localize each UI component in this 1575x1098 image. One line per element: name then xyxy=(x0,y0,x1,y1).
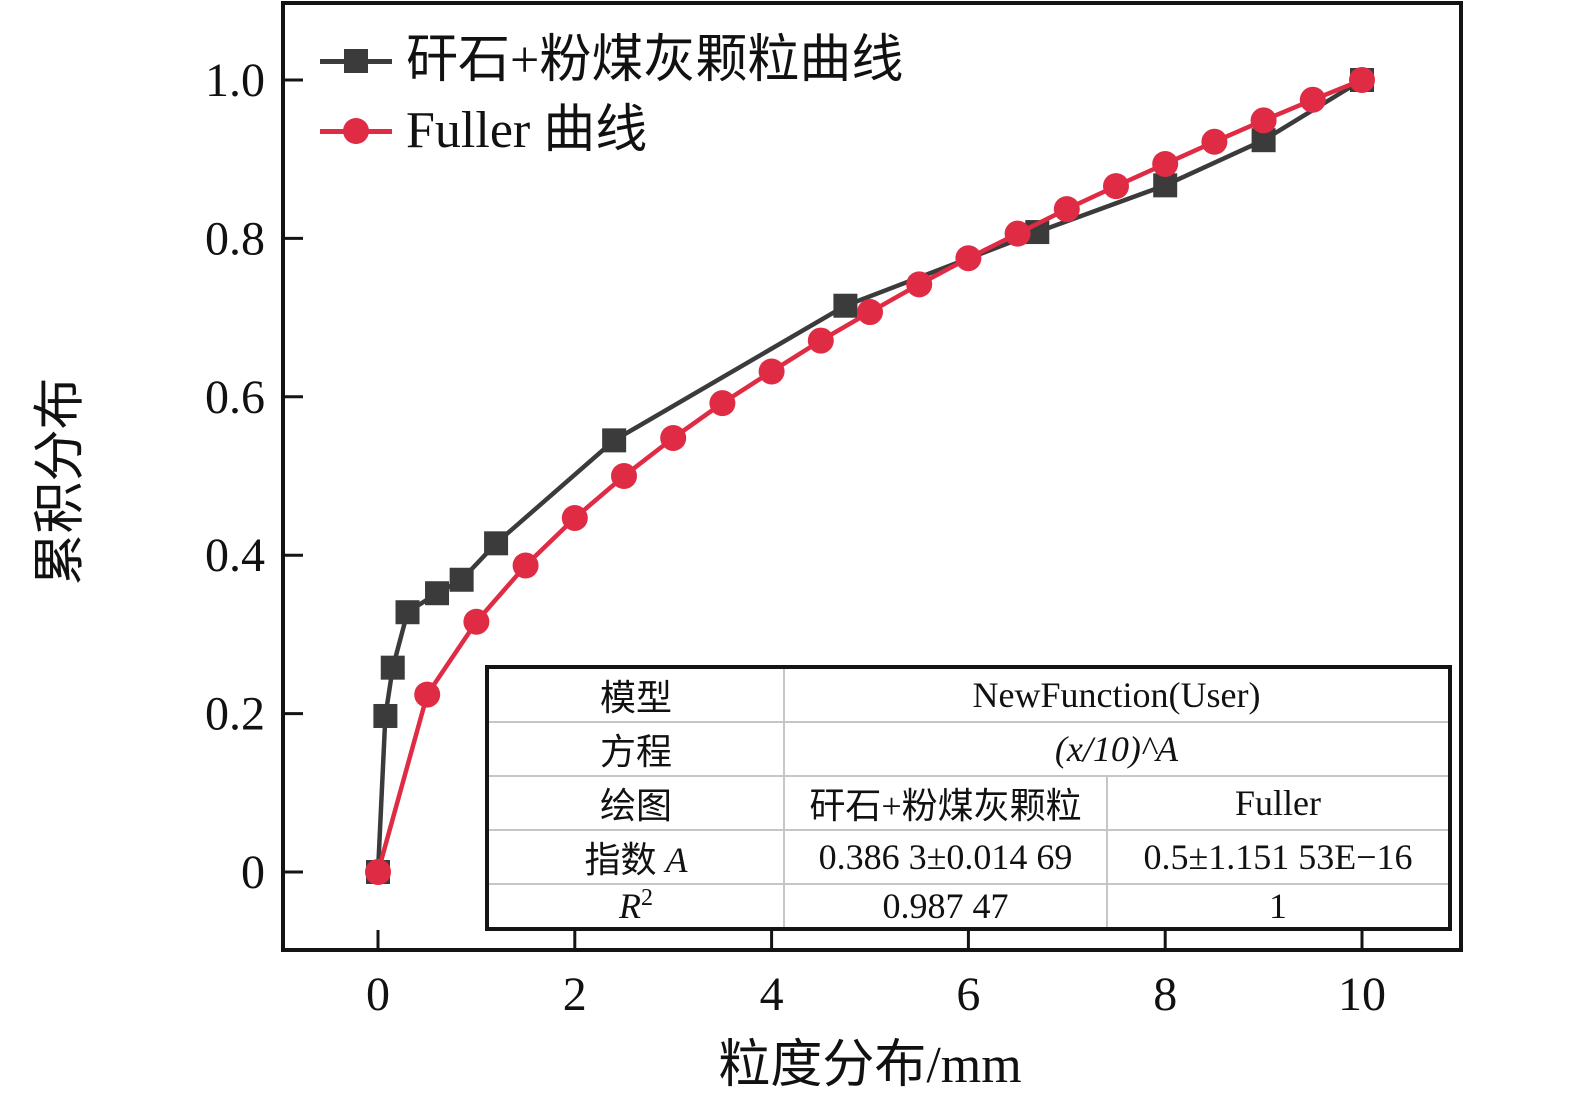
table-row-r2: R2 0.987 47 1 xyxy=(486,883,1451,930)
circle-marker-icon xyxy=(758,358,785,385)
circle-marker-icon xyxy=(660,424,687,451)
x-tick-label: 2 xyxy=(563,968,587,1021)
y-tick-label: 0.2 xyxy=(205,688,265,741)
circle-marker-icon xyxy=(1250,107,1277,134)
model-label: 模型 xyxy=(486,666,785,723)
circle-marker-icon xyxy=(611,463,637,489)
x-tick-label: 6 xyxy=(956,968,980,1021)
circle-marker-icon xyxy=(414,681,441,708)
equation-value: (x/10)^A xyxy=(783,721,1451,777)
circle-marker-icon xyxy=(906,271,933,298)
y-tick-label: 0.6 xyxy=(205,371,265,424)
circle-marker-icon xyxy=(1299,86,1326,113)
x-axis-title: 粒度分布/mm xyxy=(718,1037,1022,1094)
circle-marker-icon xyxy=(955,245,982,272)
circle-marker-icon xyxy=(857,299,883,326)
legend-sample-gangue xyxy=(320,46,392,76)
circle-marker-icon xyxy=(1201,128,1228,155)
circle-marker-icon xyxy=(561,504,588,531)
x-tick-label: 8 xyxy=(1153,968,1177,1021)
table-row-exponent: 指数 A 0.386 3±0.014 69 0.5±1.151 53E−16 xyxy=(486,829,1451,885)
circle-marker-icon xyxy=(463,608,490,635)
plot-label: 绘图 xyxy=(486,775,785,831)
circle-marker-icon xyxy=(1349,67,1375,93)
table-row-model: 模型 NewFunction(User) xyxy=(486,666,1451,723)
x-tick-label: 0 xyxy=(366,968,390,1021)
exponent-value1: 0.386 3±0.014 69 xyxy=(783,829,1108,885)
circle-marker-icon xyxy=(1053,196,1080,223)
y-axis-title: 累积分布 xyxy=(32,377,90,586)
circle-marker-icon xyxy=(512,552,539,579)
chart-legend: 矸石+粉煤灰颗粒曲线 Fuller 曲线 xyxy=(320,26,903,166)
plot-series1: 矸石+粉煤灰颗粒 xyxy=(783,775,1108,831)
plot-border xyxy=(281,1,1463,952)
legend-item-fuller: Fuller 曲线 xyxy=(320,96,903,166)
square-marker-icon xyxy=(380,655,405,680)
circle-marker-icon xyxy=(807,327,834,354)
r2-value2: 1 xyxy=(1106,883,1451,930)
circle-marker-icon xyxy=(1103,173,1129,200)
axis-ticks xyxy=(283,78,1364,950)
plot-series2: Fuller xyxy=(1106,775,1451,831)
x-tick-label: 4 xyxy=(760,968,784,1021)
legend-label-fuller: Fuller 曲线 xyxy=(406,102,648,159)
parameter-table: 模型 NewFunction(User) 方程 (x/10)^A 绘图 矸石+粉… xyxy=(485,665,1452,931)
legend-item-gangue: 矸石+粉煤灰颗粒曲线 xyxy=(320,26,903,96)
axis-tick-labels: 0 2 4 6 8 10 0 0.2 0.4 0.6 0.8 1.0 xyxy=(205,54,1386,1021)
square-marker-icon xyxy=(395,600,420,625)
exponent-label: 指数 A xyxy=(486,829,785,885)
square-marker-icon xyxy=(1153,173,1178,198)
y-tick-label: 0.4 xyxy=(205,529,265,582)
circle-marker-icon xyxy=(343,118,369,144)
square-marker-icon xyxy=(484,531,509,556)
legend-sample-fuller xyxy=(320,116,392,146)
circle-marker-icon xyxy=(365,859,391,885)
exponent-value2: 0.5±1.151 53E−16 xyxy=(1106,829,1451,885)
circle-marker-icon xyxy=(709,390,736,417)
square-marker-icon xyxy=(602,428,627,453)
y-tick-label: 0 xyxy=(241,846,265,899)
circle-marker-icon xyxy=(1152,150,1179,177)
model-value: NewFunction(User) xyxy=(783,666,1451,723)
legend-label-gangue: 矸石+粉煤灰颗粒曲线 xyxy=(406,32,904,89)
square-marker-icon xyxy=(344,49,368,73)
data-series xyxy=(365,67,1375,885)
square-marker-icon xyxy=(833,293,858,318)
equation-label: 方程 xyxy=(486,721,785,777)
square-marker-icon xyxy=(449,567,474,592)
y-tick-label: 1.0 xyxy=(205,54,265,107)
square-marker-icon xyxy=(373,703,398,728)
x-tick-label: 10 xyxy=(1338,968,1386,1021)
circle-marker-icon xyxy=(1004,220,1031,247)
r2-value1: 0.987 47 xyxy=(783,883,1108,930)
square-marker-icon xyxy=(425,581,450,606)
y-tick-label: 0.8 xyxy=(205,212,265,265)
table-row-plot: 绘图 矸石+粉煤灰颗粒 Fuller xyxy=(486,775,1451,831)
table-row-equation: 方程 (x/10)^A xyxy=(486,721,1451,777)
r2-label: R2 xyxy=(486,883,785,930)
